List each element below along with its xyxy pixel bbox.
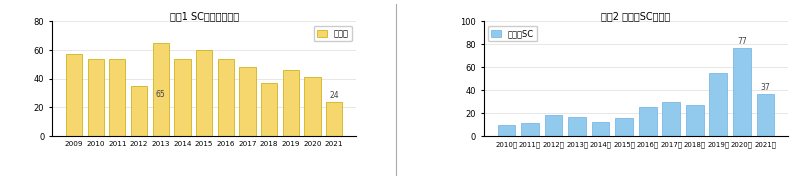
Text: 77: 77 [737, 37, 746, 46]
Bar [304, 77, 321, 136]
Bar [522, 124, 539, 136]
Legend: 開業数: 開業数 [314, 26, 352, 41]
Bar [326, 102, 342, 136]
Bar [686, 105, 703, 136]
Bar [87, 59, 104, 136]
Text: 24: 24 [330, 91, 339, 100]
Title: 図表2 閉鎖等SCの推移: 図表2 閉鎖等SCの推移 [602, 11, 670, 21]
Bar [109, 59, 126, 136]
Bar [592, 122, 610, 136]
Bar [710, 73, 727, 136]
Bar [639, 107, 657, 136]
Bar [66, 54, 82, 136]
Bar [545, 115, 562, 136]
Bar [757, 94, 774, 136]
Bar [261, 83, 278, 136]
Bar [153, 43, 169, 136]
Bar [498, 125, 515, 136]
Bar [615, 118, 633, 136]
Bar [662, 102, 680, 136]
Bar [568, 117, 586, 136]
Bar [733, 48, 750, 136]
Bar [282, 70, 299, 136]
Title: 図表1 SC開業数の推移: 図表1 SC開業数の推移 [170, 11, 238, 21]
Bar [218, 59, 234, 136]
Bar [174, 59, 190, 136]
Legend: 閉鎖等SC: 閉鎖等SC [488, 26, 538, 41]
Text: 37: 37 [761, 83, 770, 92]
Bar [131, 86, 147, 136]
Bar [239, 67, 255, 136]
Text: 65: 65 [156, 90, 166, 99]
Bar [196, 50, 212, 136]
